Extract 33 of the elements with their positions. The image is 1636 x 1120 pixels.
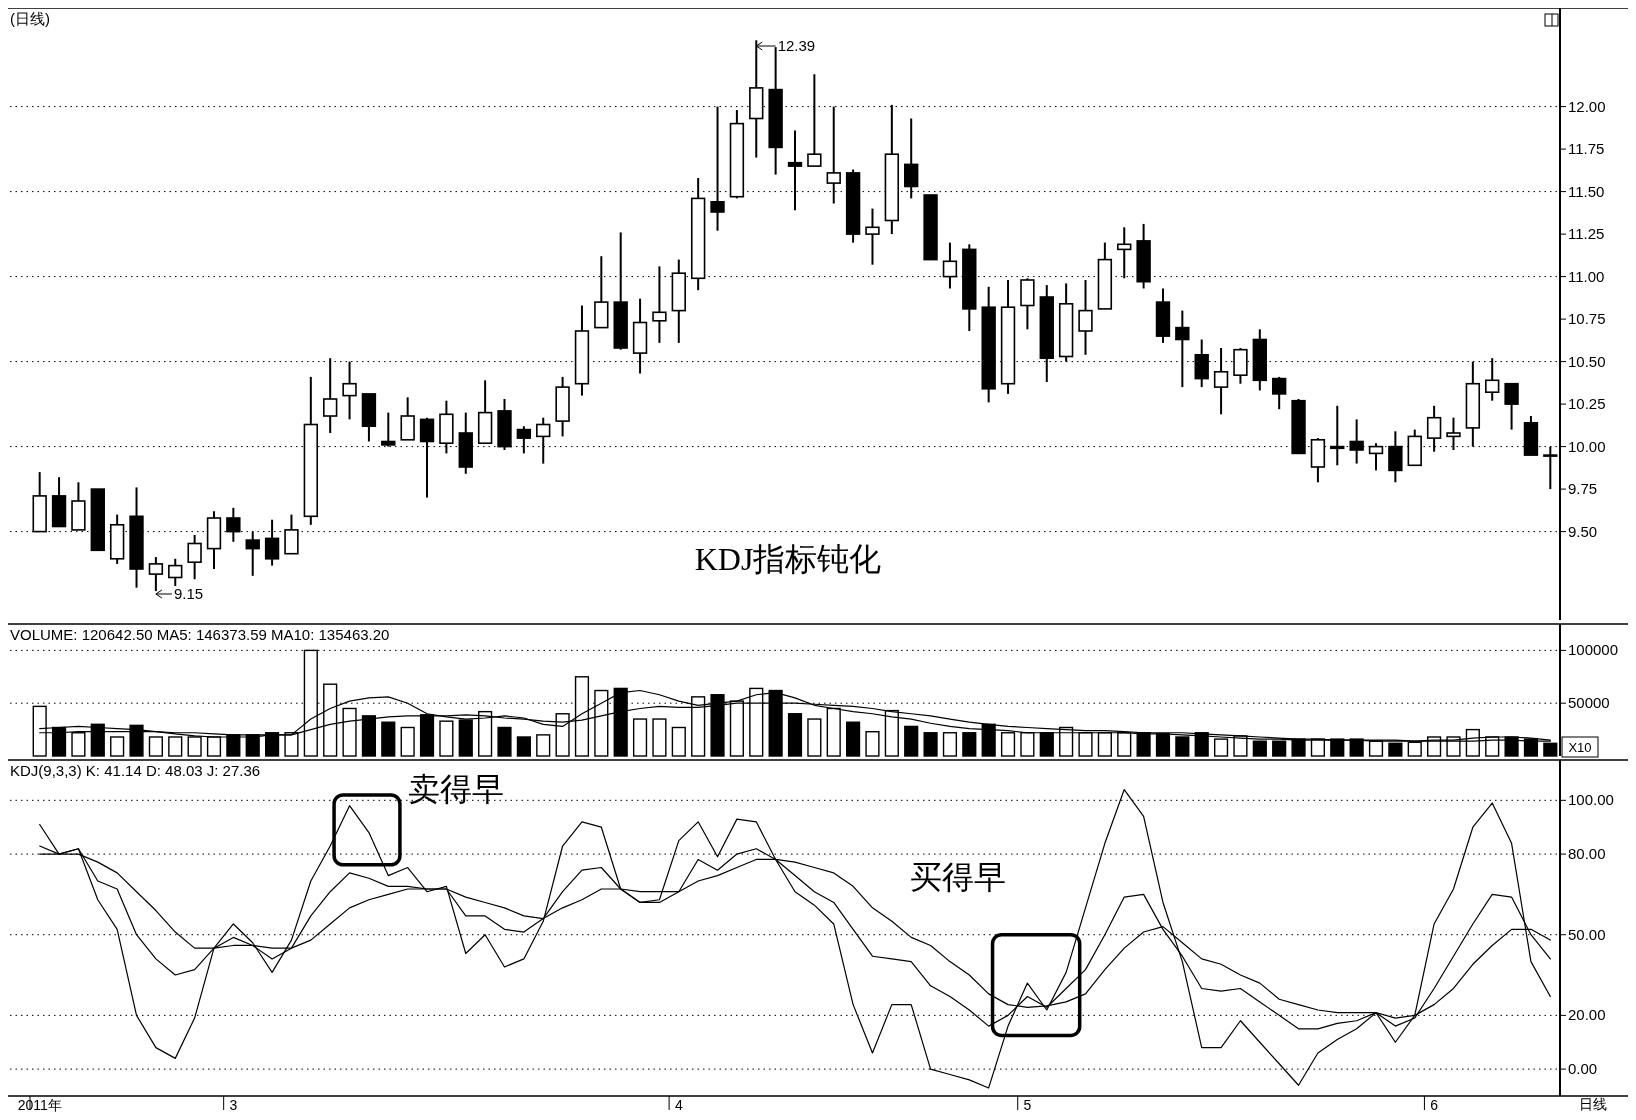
chart-title: (日线) (10, 10, 50, 27)
y-tick-label: 80.00 (1568, 845, 1606, 863)
y-tick-label: 11.00 (1568, 267, 1605, 285)
annotation: KDJ指标钝化 (694, 541, 882, 577)
x-tick-label: 3 (229, 1097, 238, 1113)
chart-title: VOLUME: 120642.50 MA5: 146373.59 MA10: 135463.20 (10, 626, 390, 643)
y-tick-label: 50.00 (1568, 925, 1606, 943)
annotation: 买得早 (910, 859, 1006, 895)
annotation: 卖得早 (408, 771, 504, 807)
x-tick-label: 2011年 (17, 1097, 62, 1113)
y-tick-label: 10.00 (1568, 437, 1606, 455)
x-tick-label: 4 (674, 1097, 683, 1113)
y-tick-label: 0.00 (1568, 1060, 1598, 1078)
y-tick-label: 9.75 (1568, 480, 1598, 498)
y-tick-label: 10.75 (1568, 310, 1606, 328)
y-tick-label: 20.00 (1568, 1006, 1606, 1024)
y-tick-label: 9.50 (1568, 522, 1598, 540)
y-tick-label: 11.75 (1568, 140, 1605, 158)
y-tick-label: 100.00 (1568, 791, 1614, 809)
y-tick-label: 12.00 (1568, 97, 1606, 115)
annotation: 9.15 (173, 585, 204, 602)
y-tick-label: 11.50 (1568, 182, 1605, 200)
x-tick-label: 5 (1023, 1097, 1032, 1113)
chart-title: KDJ(9,3,3) K: 41.14 D: 48.03 J: 27.36 (10, 762, 261, 779)
text: X10 (1568, 740, 1592, 755)
y-tick-label: 10.50 (1568, 352, 1606, 370)
text: 日线 (1579, 1096, 1607, 1112)
x-tick-label: 6 (1430, 1097, 1439, 1113)
y-tick-label: 10.25 (1568, 395, 1606, 413)
y-tick-label: 11.25 (1568, 225, 1605, 243)
y-tick-label: 50000 (1568, 694, 1610, 712)
y-tick-label: 100000 (1568, 641, 1619, 659)
annotation: 12.39 (777, 37, 816, 54)
